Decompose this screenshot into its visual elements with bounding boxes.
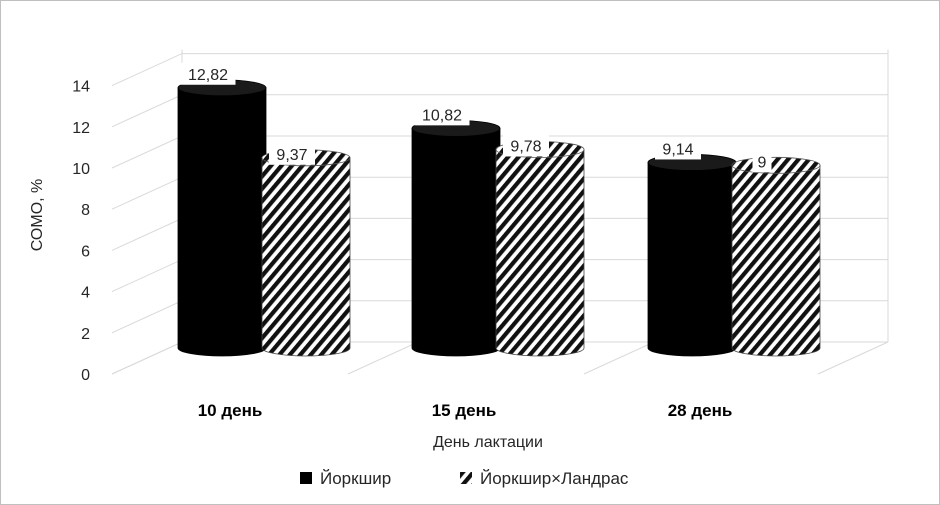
legend-swatch-yorkshire [300, 472, 312, 484]
data-label-bg [503, 134, 549, 157]
data-label-bg [180, 62, 236, 85]
data-label-bg [752, 150, 772, 173]
y-tick-label: 2 [81, 326, 90, 343]
gridline [111, 53, 888, 87]
x-category-label: 28 день [668, 401, 733, 420]
y-axis-title: СОМО, % [29, 179, 46, 252]
data-labels: 12,82 10,82 9,14 9,37 9,78 9 [180, 62, 772, 173]
legend-label-yorkshire-landrace: Йоркшир×Ландрас [480, 469, 629, 488]
x-category-label: 15 день [432, 401, 497, 420]
bars [177, 79, 821, 357]
y-tick-label: 0 [81, 367, 90, 384]
bar-yorkshire-2 [647, 154, 737, 357]
legend-swatch-yorkshire-landrace [460, 472, 472, 484]
bar-yorkshire-1 [411, 119, 501, 357]
data-label: 12,82 [188, 67, 228, 84]
data-label-bg [655, 137, 701, 160]
data-label: 9,14 [662, 141, 693, 158]
y-tick-label: 12 [72, 120, 90, 137]
x-axis-categories: 10 день 15 день 28 день [198, 401, 733, 420]
data-label: 9,78 [510, 138, 541, 155]
bar-yorkshire-0 [177, 79, 267, 357]
y-tick-label: 8 [81, 202, 90, 219]
data-label-bg [269, 142, 315, 165]
data-label: 9,37 [276, 147, 307, 164]
y-tick-label: 4 [81, 285, 90, 302]
bar-yorkshire-landrace-2 [731, 156, 821, 357]
legend: Йоркшир Йоркшир×Ландрас [300, 469, 629, 488]
x-axis-title: День лактации [433, 434, 543, 451]
data-label: 9 [758, 154, 767, 171]
y-tick-label: 6 [81, 243, 90, 260]
y-axis-ticks: 0 2 4 6 8 10 12 14 [72, 79, 90, 384]
y-tick-label: 14 [72, 79, 90, 96]
data-label-bg [414, 103, 470, 126]
x-category-label: 10 день [198, 401, 263, 420]
y-tick-label: 10 [72, 161, 90, 178]
legend-label-yorkshire: Йоркшир [320, 469, 391, 488]
data-label: 10,82 [422, 107, 462, 124]
bar-yorkshire-landrace-0 [261, 149, 351, 357]
bar-yorkshire-landrace-1 [495, 141, 585, 357]
